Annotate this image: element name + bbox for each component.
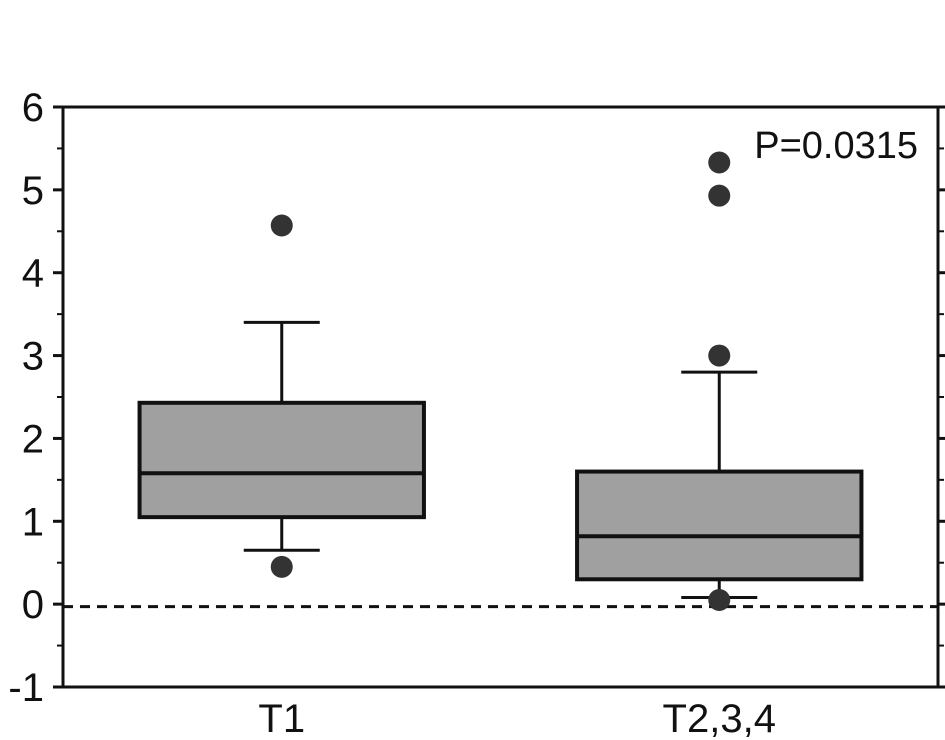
box-1 <box>137 214 426 578</box>
boxes-group <box>137 151 864 611</box>
x-category-label: T2,3,4 <box>663 697 776 740</box>
y-tick-label: 4 <box>22 252 44 296</box>
y-tick-label: -1 <box>8 666 44 710</box>
y-tick-label: 5 <box>22 169 44 213</box>
box-2 <box>575 151 864 611</box>
x-axis-labels: T1 T2,3,4 <box>258 697 776 740</box>
y-axis-ticks: -1 0 1 2 3 4 5 6 <box>8 86 945 710</box>
outlier-point <box>708 344 731 367</box>
y-tick-label: 3 <box>22 335 44 379</box>
outlier-point <box>708 589 731 611</box>
y-tick-label: 1 <box>22 500 44 544</box>
outlier-point <box>270 214 293 237</box>
iqr-box <box>137 400 426 520</box>
outlier-point <box>708 151 731 174</box>
y-tick-label: 6 <box>22 86 44 130</box>
outlier-point <box>270 555 293 578</box>
p-value-annotation: P=0.0315 <box>754 125 918 167</box>
plot-frame <box>61 105 940 689</box>
outlier-point <box>708 184 731 207</box>
y-tick-label: 2 <box>22 417 44 461</box>
iqr-box <box>575 469 864 582</box>
y-tick-label: 0 <box>22 583 44 627</box>
plot-axes <box>61 105 940 689</box>
x-category-label: T1 <box>258 697 305 740</box>
